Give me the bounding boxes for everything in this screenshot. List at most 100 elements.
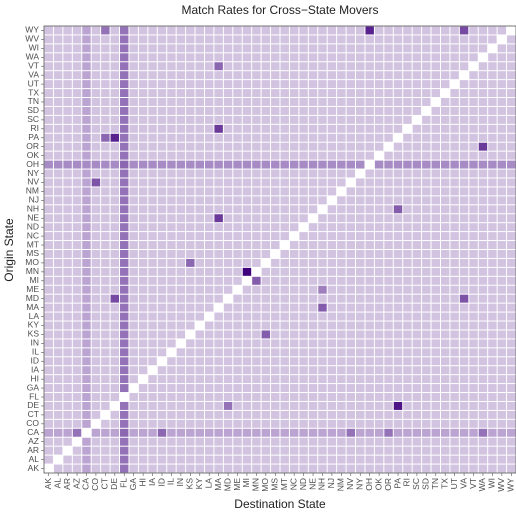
cell <box>356 321 365 330</box>
cell <box>138 258 148 267</box>
cell <box>289 106 299 115</box>
cell <box>120 258 129 267</box>
cell <box>507 241 516 249</box>
y-tick-label: WY <box>25 25 39 35</box>
cell <box>120 223 129 232</box>
cell <box>252 339 261 348</box>
cell <box>214 294 223 303</box>
cell <box>110 393 120 401</box>
cell <box>459 401 469 410</box>
cell <box>365 241 374 249</box>
cell <box>356 178 365 187</box>
cell <box>431 375 440 384</box>
cell <box>374 62 384 71</box>
cell <box>478 303 488 312</box>
cell <box>242 428 252 437</box>
cell <box>308 124 318 133</box>
cell <box>440 160 450 169</box>
cell <box>148 330 157 339</box>
cell <box>53 151 63 160</box>
cell <box>289 419 299 428</box>
cell <box>252 98 261 106</box>
cell <box>469 357 478 366</box>
cell <box>214 276 223 285</box>
cell <box>63 437 72 446</box>
cell <box>110 437 120 446</box>
cell <box>289 169 299 178</box>
cell <box>450 205 459 214</box>
cell <box>82 26 91 35</box>
cell <box>346 196 356 205</box>
cell <box>242 330 252 339</box>
cell <box>195 124 204 133</box>
cell <box>403 62 412 71</box>
cell <box>53 428 63 437</box>
cell <box>233 375 242 384</box>
cell <box>63 428 72 437</box>
cell <box>440 35 450 44</box>
cell <box>223 223 233 232</box>
cell <box>271 258 280 267</box>
cell <box>422 62 431 71</box>
cell <box>157 401 167 410</box>
cell <box>459 26 469 35</box>
cell <box>271 267 280 276</box>
cell <box>233 71 242 80</box>
cell <box>459 53 469 62</box>
cell <box>110 196 120 205</box>
cell <box>327 437 337 446</box>
cell <box>393 241 403 249</box>
cell <box>252 437 261 446</box>
cell <box>157 214 167 223</box>
cell <box>252 124 261 133</box>
cell <box>129 455 138 464</box>
cell <box>242 89 252 98</box>
cell <box>186 437 195 446</box>
plot-frame <box>43 25 516 474</box>
cell <box>157 205 167 214</box>
cell <box>346 312 356 321</box>
cell <box>261 187 271 196</box>
cell <box>318 80 327 89</box>
cell <box>299 62 308 71</box>
cell <box>252 169 261 178</box>
cell <box>280 437 289 446</box>
cell <box>308 375 318 384</box>
cell <box>469 26 478 35</box>
cell <box>469 410 478 419</box>
cell <box>148 393 157 401</box>
cell <box>299 169 308 178</box>
cell <box>82 35 91 44</box>
cell <box>299 419 308 428</box>
cell <box>431 250 440 258</box>
cell <box>346 375 356 384</box>
cell <box>440 401 450 410</box>
cell <box>478 312 488 321</box>
cell <box>469 115 478 124</box>
cell <box>299 294 308 303</box>
cell <box>507 106 516 115</box>
cell <box>233 53 242 62</box>
cell <box>337 446 346 455</box>
cell <box>459 178 469 187</box>
cell <box>327 151 337 160</box>
cell <box>101 321 110 330</box>
cell <box>431 214 440 223</box>
cell <box>431 437 440 446</box>
cell <box>393 339 403 348</box>
cell <box>53 357 63 366</box>
cell <box>195 330 204 339</box>
cell <box>412 437 422 446</box>
cell <box>195 178 204 187</box>
cell <box>148 250 157 258</box>
cell <box>346 35 356 44</box>
cell <box>280 44 289 53</box>
cell <box>431 330 440 339</box>
cell <box>91 258 101 267</box>
cell <box>422 223 431 232</box>
cell <box>72 339 82 348</box>
cell <box>327 106 337 115</box>
cell <box>252 62 261 71</box>
cell <box>478 187 488 196</box>
cell <box>72 419 82 428</box>
